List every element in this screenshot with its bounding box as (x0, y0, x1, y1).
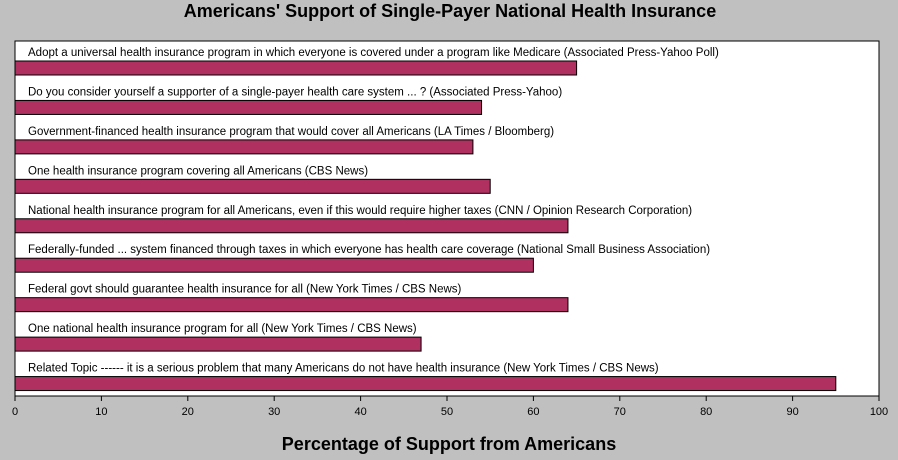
x-tick-label: 80 (700, 406, 712, 418)
category-label: One health insurance program covering al… (28, 165, 368, 177)
bar (14, 257, 534, 273)
bar (14, 297, 569, 313)
category-label: Related Topic ------ it is a serious pro… (28, 363, 659, 375)
category-labels: Adopt a universal health insurance progr… (28, 47, 719, 375)
bar-chart: Adopt a universal health insurance progr… (12, 40, 888, 418)
x-tick-label: 20 (182, 406, 194, 418)
chart-title: Americans' Support of Single-Payer Natio… (183, 1, 717, 21)
bar (14, 139, 474, 155)
bar (14, 336, 422, 352)
x-tick-label: 60 (527, 406, 539, 418)
bar (14, 218, 569, 234)
bars-layer (14, 60, 837, 392)
x-tick-label: 90 (786, 406, 798, 418)
category-label: National health insurance program for al… (28, 205, 692, 217)
bar (14, 178, 491, 194)
category-label: Federal govt should guarantee health ins… (28, 284, 462, 296)
category-label: Government-financed health insurance pro… (28, 126, 554, 138)
x-tick-label: 10 (95, 406, 107, 418)
x-tick-label: 30 (268, 406, 280, 418)
bar (14, 376, 837, 392)
bar (14, 99, 483, 115)
bar (14, 60, 578, 76)
x-tick-label: 100 (870, 406, 888, 418)
x-axis: 0 10 20 30 40 50 60 70 80 90 100 (12, 396, 888, 418)
category-label: One national health insurance program fo… (28, 323, 417, 335)
category-label: Do you consider yourself a supporter of … (28, 86, 562, 98)
category-label: Federally-funded ... system financed thr… (28, 244, 710, 256)
x-tick-label: 0 (12, 406, 18, 418)
category-label: Adopt a universal health insurance progr… (28, 47, 719, 59)
x-tick-label: 50 (441, 406, 453, 418)
x-axis-label: Percentage of Support from Americans (281, 434, 617, 454)
x-tick-label: 40 (354, 406, 366, 418)
x-tick-label: 70 (614, 406, 626, 418)
